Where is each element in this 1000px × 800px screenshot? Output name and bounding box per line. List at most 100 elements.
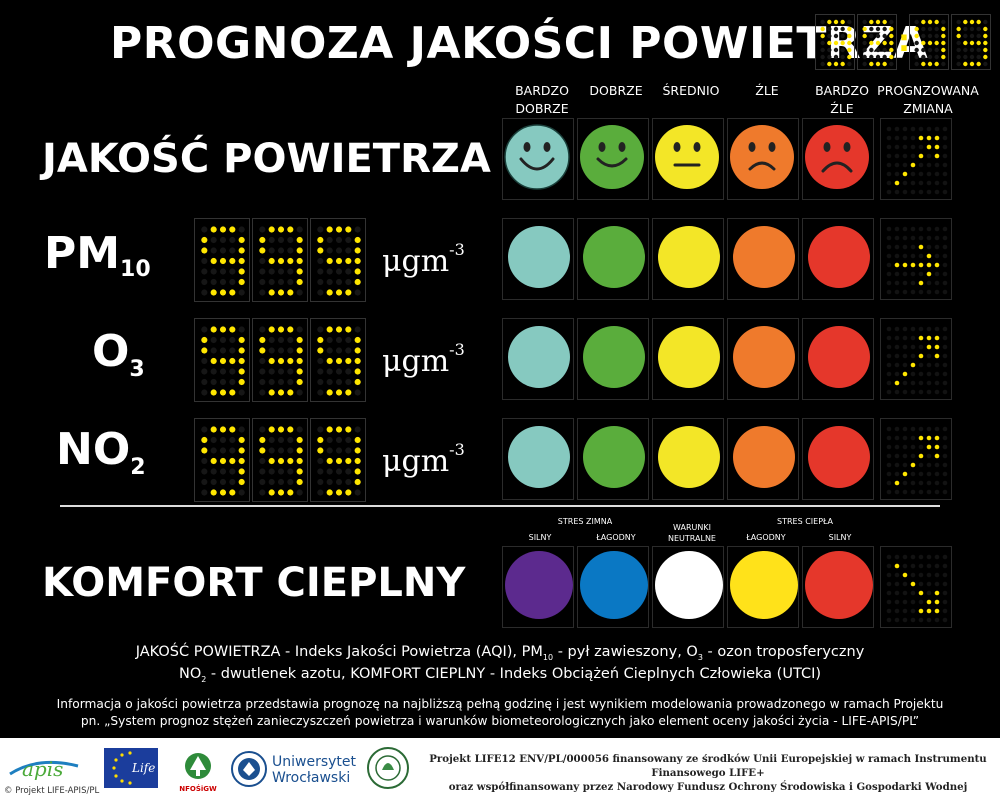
no2-value-display [194, 418, 367, 502]
page-title: PROGNOZA JAKOŚCI POWIETRZA [110, 18, 929, 69]
column-header-moderate: ŚREDNIO [662, 83, 720, 98]
comfort-sub-cold-mild: ŁAGODNY [596, 533, 636, 542]
led-digit-glyph [259, 226, 303, 296]
row-label-no2: NO2 [56, 424, 146, 480]
uni-wroclaw-crest-icon [230, 750, 268, 788]
row-label-thermal-comfort: KOMFORT CIEPLNY [42, 560, 466, 606]
aqi-cell-good [577, 118, 649, 200]
svg-text:apis: apis [22, 757, 63, 781]
pm10-cell-good [577, 218, 649, 300]
category-dot [733, 426, 795, 488]
led-digit-glyph [259, 326, 303, 396]
section-divider [60, 505, 940, 507]
pm10-value-display [194, 218, 367, 302]
row-label-pm10: PM10 [44, 228, 151, 282]
clock-display: : [815, 14, 991, 70]
value-digit-cell [252, 218, 308, 302]
aqi-cell-moderate [652, 118, 724, 200]
eu-life-logo: Life [104, 748, 158, 788]
o3-unit: μgm-3 [382, 340, 465, 379]
comfort-cell-heat-strong [802, 546, 874, 628]
footer-logo-bar: apis © Projekt LIFE-APIS/PL Life NFOŚiGW… [0, 738, 1000, 800]
svg-text:NFOŚiGW: NFOŚiGW [179, 784, 217, 793]
led-digit-glyph [820, 19, 852, 67]
value-digit-cell [310, 418, 366, 502]
no2-unit: μgm-3 [382, 440, 465, 479]
row-label-o3: O3 [92, 326, 145, 382]
led-digit-glyph [914, 19, 946, 67]
legend-line-2: NO2 - dwutlenek azotu, KOMFORT CIEPLNY -… [178, 666, 822, 684]
comfort-dot [655, 551, 723, 619]
copyright-text: © Projekt LIFE-APIS/PL [4, 786, 100, 796]
apis-logo: apis [8, 746, 88, 786]
info-line-1: Informacja o jakości powietrza przedstaw… [56, 697, 944, 711]
led-digit-glyph [317, 326, 361, 396]
clock-minute-ones [951, 14, 991, 70]
sad-face-icon [730, 125, 794, 189]
o3-trend-cell [880, 318, 952, 400]
o3-cell-good [577, 318, 649, 400]
value-digit-cell [194, 318, 250, 402]
aqi-cell-very-good [502, 118, 574, 200]
column-header-forecast-change: PROGNZOWANA ZMIANA [877, 83, 979, 116]
category-dot [583, 426, 645, 488]
trend-arrow-up-right-icon [886, 426, 948, 495]
aqi-cell-bad [727, 118, 799, 200]
category-dot [508, 226, 570, 288]
o3-cell-moderate [652, 318, 724, 400]
category-dot [658, 426, 720, 488]
pm10-cell-moderate [652, 218, 724, 300]
led-digit-glyph [201, 226, 245, 296]
comfort-trend-cell [880, 546, 952, 628]
pm10-trend-cell [880, 218, 952, 300]
led-digit-glyph [862, 19, 894, 67]
value-digit-cell [194, 418, 250, 502]
led-digit-glyph [317, 226, 361, 296]
neutral-face-icon [655, 125, 719, 189]
o3-cell-bad [727, 318, 799, 400]
o3-value-display [194, 318, 367, 402]
trend-arrow-up-right-icon [886, 326, 948, 395]
comfort-sub-heat-mild: ŁAGODNY [746, 533, 786, 542]
no2-cell-very-good [502, 418, 574, 500]
pm10-cell-very-bad [802, 218, 874, 300]
value-digit-cell [310, 218, 366, 302]
category-dot [508, 426, 570, 488]
aqi-cell-very-bad [802, 118, 874, 200]
comfort-dot [730, 551, 798, 619]
comfort-cell-cold-mild [577, 546, 649, 628]
o3-cell-very-bad [802, 318, 874, 400]
column-header-good: DOBRZE [589, 83, 643, 98]
value-digit-cell [310, 318, 366, 402]
aqi-trend-cell [880, 118, 952, 200]
trend-arrow-right-icon [886, 226, 948, 295]
column-header-bad: ŹLE [755, 83, 779, 98]
category-dot [658, 326, 720, 388]
very-sad-face-icon [805, 125, 869, 189]
pm10-unit: μgm-3 [382, 240, 465, 279]
category-dot [808, 226, 870, 288]
seal-icon [366, 746, 410, 790]
legend-line-1: JAKOŚĆ POWIETRZA - Indeks Jakości Powiet… [135, 644, 865, 662]
funding-text: Projekt LIFE12 ENV/PL/000056 finansowany… [429, 753, 987, 793]
category-dot [808, 426, 870, 488]
comfort-sub-heat-strong: SILNY [828, 533, 852, 542]
comfort-header-neutral: WARUNKI NEUTRALNE [668, 523, 716, 543]
category-dot [508, 326, 570, 388]
category-dot [733, 226, 795, 288]
comfort-cell-cold-strong [502, 546, 574, 628]
clock-hour-ones [857, 14, 897, 70]
no2-cell-bad [727, 418, 799, 500]
no2-cell-moderate [652, 418, 724, 500]
comfort-cell-heat-mild [727, 546, 799, 628]
o3-cell-very-good [502, 318, 574, 400]
category-dot [733, 326, 795, 388]
led-digit-glyph [259, 426, 303, 496]
led-digit-glyph [317, 426, 361, 496]
column-header-very-bad: BARDZO ŹLE [815, 83, 869, 116]
nfosigw-logo: NFOŚiGW [178, 748, 218, 796]
pm10-cell-bad [727, 218, 799, 300]
comfort-sub-cold-strong: SILNY [528, 533, 552, 542]
clock-separator: : [898, 24, 910, 59]
trend-arrow-up-right-icon [886, 126, 948, 195]
